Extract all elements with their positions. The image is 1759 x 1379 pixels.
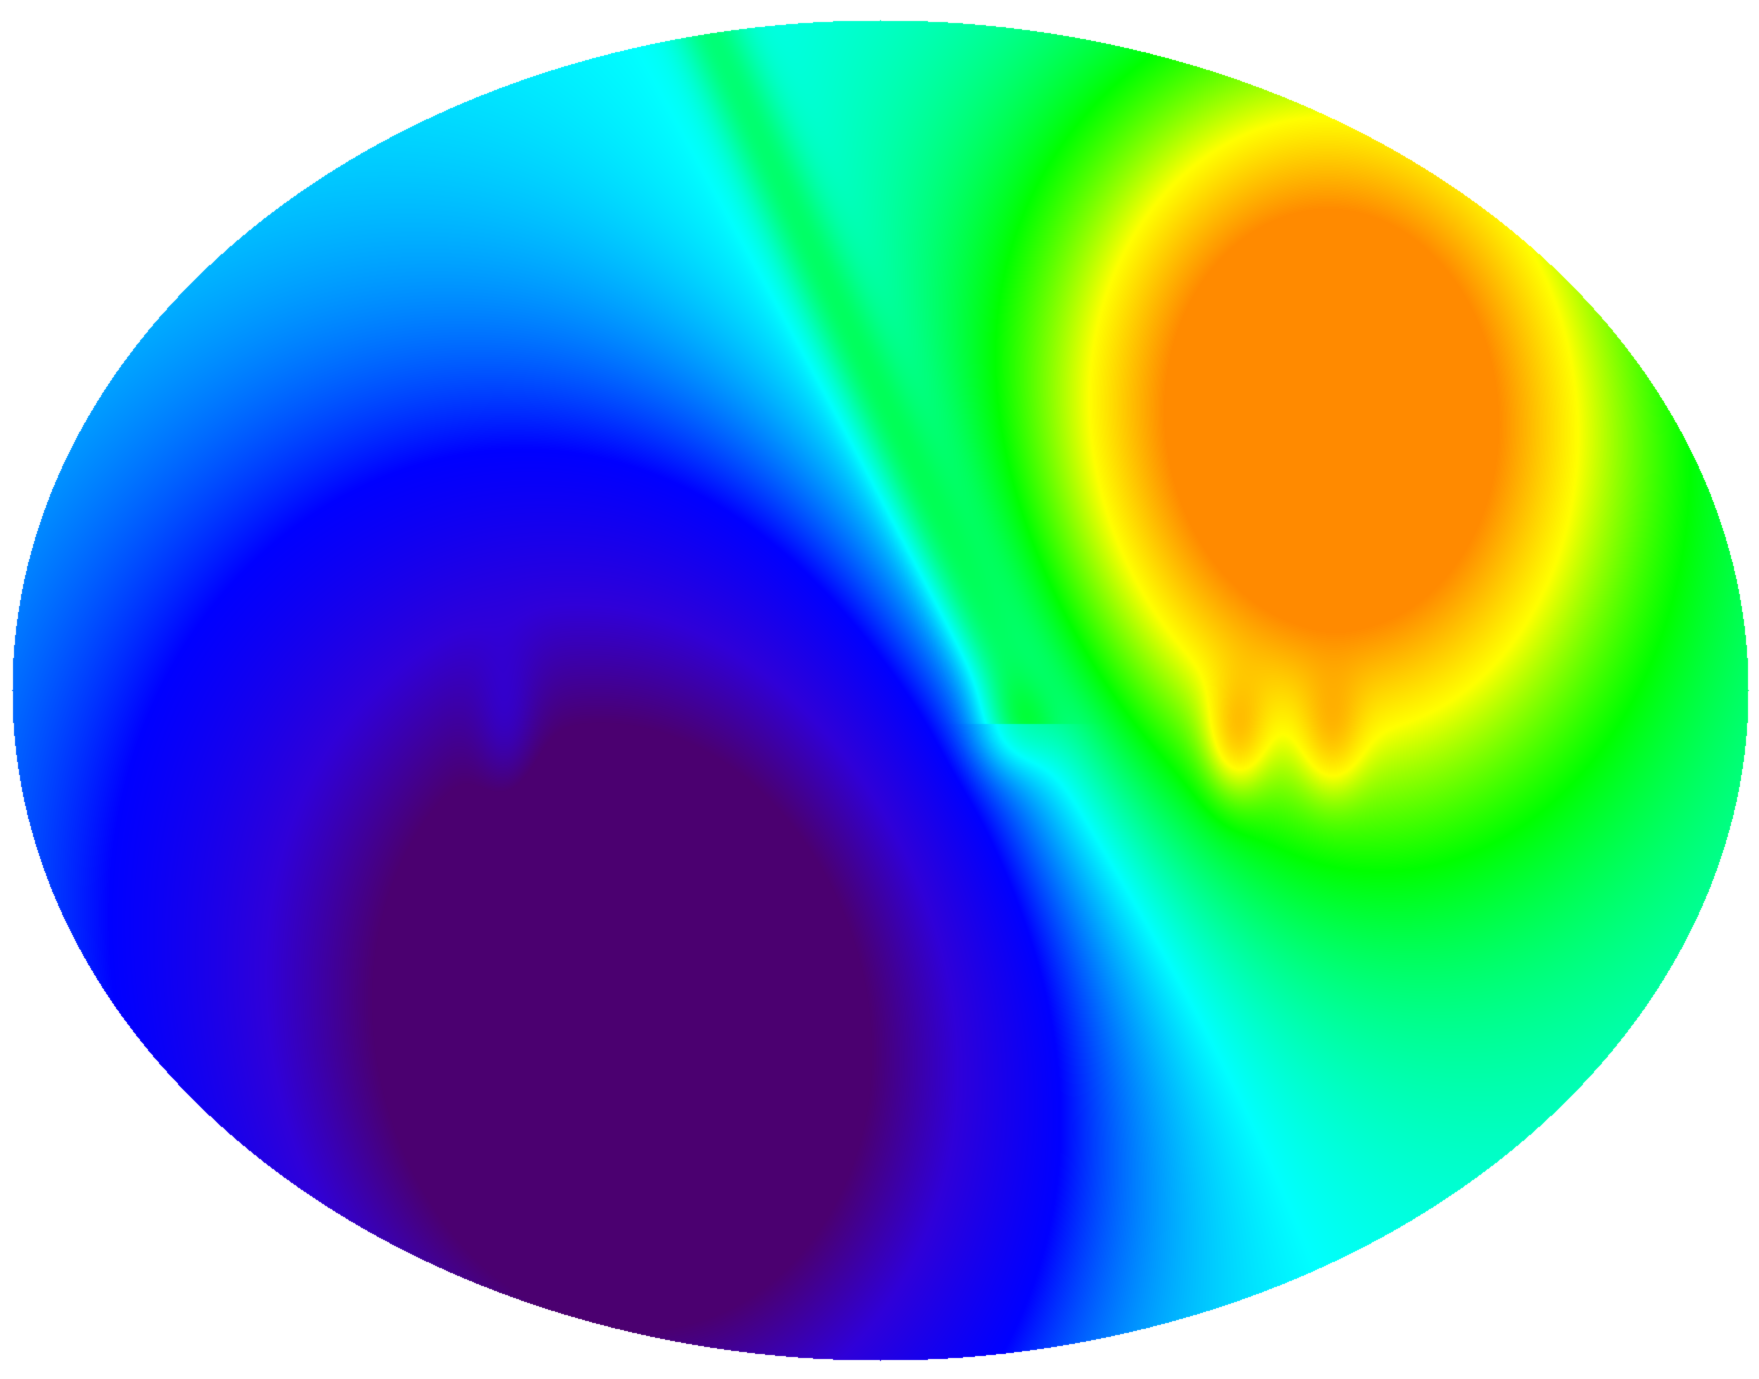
temperature-heatmap — [0, 0, 1759, 1379]
sky-map-chart — [0, 0, 1759, 1379]
